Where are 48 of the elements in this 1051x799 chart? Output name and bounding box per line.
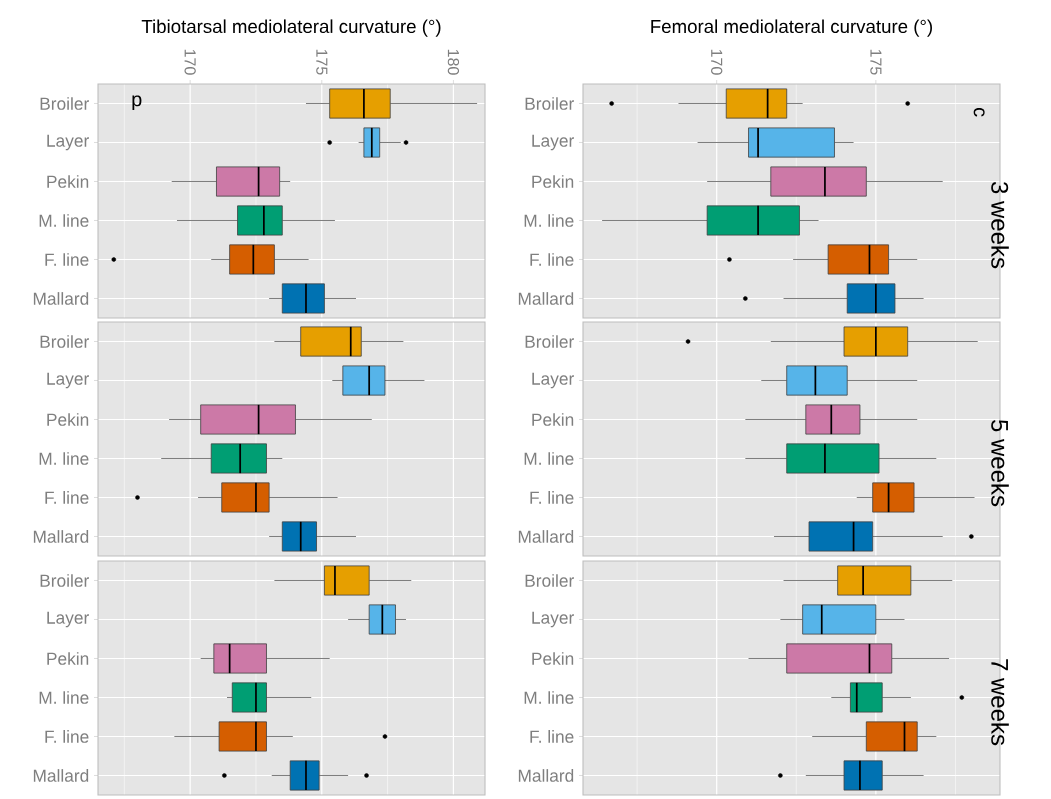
y-tick-label: Pekin: [47, 413, 89, 426]
y-tick-label: F. line: [45, 253, 89, 266]
annotation: c: [973, 107, 985, 117]
y-tick-label: M. line: [524, 452, 574, 465]
y-tick-label: Layer: [532, 134, 574, 151]
x-axis-title: Tibiotarsal mediolateral curvature (°): [141, 19, 441, 37]
y-tick-label: Pekin: [47, 175, 89, 188]
y-tick-label: Layer: [47, 372, 89, 389]
y-tick-label: Broiler: [40, 574, 89, 587]
x-tick-label: 170: [184, 49, 196, 75]
y-tick-label: Broiler: [40, 335, 89, 348]
y-tick-label: Layer: [47, 134, 89, 151]
x-tick-label: 175: [870, 49, 882, 75]
y-tick-label: F. line: [45, 730, 89, 743]
y-tick-label: Mallard: [33, 530, 89, 543]
y-tick-label: F. line: [530, 253, 574, 266]
y-tick-label: Layer: [47, 611, 89, 628]
y-tick-label: Broiler: [525, 335, 574, 348]
y-tick-label: Layer: [532, 372, 574, 389]
x-tick-label: 175: [316, 49, 328, 75]
text: 7 weeks: [991, 659, 1009, 746]
y-tick-label: Broiler: [525, 574, 574, 587]
text: 5 weeks: [991, 419, 1009, 507]
y-tick-label: Pekin: [532, 652, 574, 665]
y-tick-label: M. line: [39, 691, 89, 704]
annotation: d: [132, 95, 142, 111]
x-tick-label: 170: [711, 49, 723, 75]
y-tick-label: Pekin: [532, 413, 574, 426]
y-tick-label: M. line: [524, 691, 574, 704]
y-tick-label: Mallard: [518, 292, 574, 305]
y-tick-label: F. line: [530, 491, 574, 504]
y-tick-label: Layer: [532, 611, 574, 628]
y-tick-label: Mallard: [518, 769, 574, 782]
y-tick-label: M. line: [39, 452, 89, 465]
y-tick-label: F. line: [530, 730, 574, 743]
y-tick-label: Broiler: [525, 97, 574, 110]
y-tick-label: Mallard: [518, 530, 574, 543]
y-tick-label: M. line: [39, 214, 89, 227]
text: 3 weeks: [991, 181, 1009, 269]
y-tick-label: M. line: [524, 214, 574, 227]
x-tick-label: 180: [447, 49, 460, 75]
y-tick-label: F. line: [45, 491, 89, 504]
y-tick-label: Mallard: [33, 769, 89, 782]
y-tick-label: Broiler: [40, 97, 89, 110]
y-tick-label: Mallard: [33, 292, 89, 305]
y-tick-label: Pekin: [47, 652, 89, 665]
x-axis-title: Femoral mediolateral curvature (°): [651, 19, 932, 37]
y-tick-label: Pekin: [532, 175, 574, 188]
